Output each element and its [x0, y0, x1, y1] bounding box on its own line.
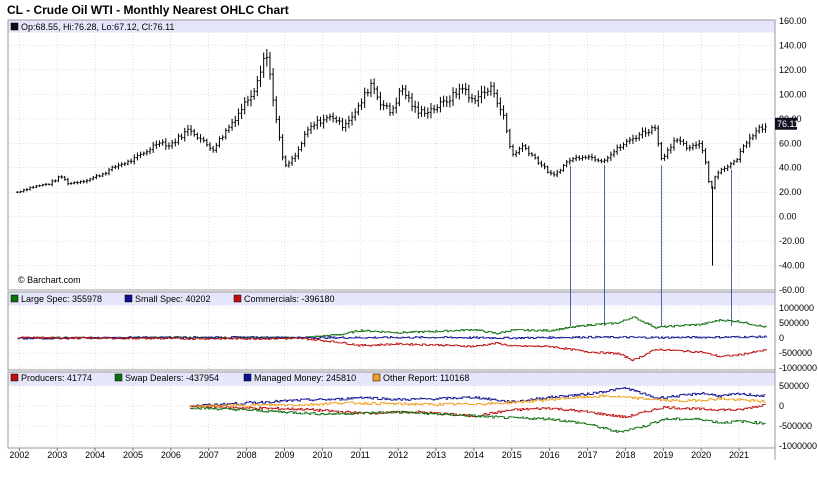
x-tick-label: 2008: [237, 450, 257, 460]
price-y-tick-label: 20.00: [779, 187, 802, 197]
x-tick-label: 2011: [351, 450, 370, 460]
cot1-legend-text: Large Spec: 355978: [21, 294, 102, 304]
cot2-legend-swatch: [10, 373, 19, 382]
chart-title: CL - Crude Oil WTI - Monthly Nearest OHL…: [7, 3, 289, 17]
cot2-series-line: [189, 406, 766, 433]
x-tick-label: 2004: [85, 450, 105, 460]
x-tick-label: 2007: [199, 450, 219, 460]
cot1-y-tick-label: -1000000: [779, 363, 817, 373]
cot2-legend-text: Swap Dealers: -437954: [125, 373, 219, 383]
cot1-series-line: [17, 336, 767, 362]
cot1-legend-swatch: [124, 294, 133, 303]
cot1-y-tick-label: 1000000: [779, 303, 814, 313]
cot1-y-tick-label: 0: [779, 333, 784, 343]
cot1-legend-text: Commercials: -396180: [244, 294, 335, 304]
x-tick-label: 2021: [729, 450, 749, 460]
cot2-legend-swatch: [114, 373, 123, 382]
cot1-legend-text: Small Spec: 40202: [135, 294, 211, 304]
x-tick-label: 2009: [274, 450, 294, 460]
x-tick-label: 2012: [388, 450, 408, 460]
cot2-legend-text: Managed Money: 245810: [254, 373, 356, 383]
x-tick-label: 2010: [312, 450, 332, 460]
price-y-tick-label: -40.00: [779, 261, 805, 271]
cot2-legend-text: Other Report: 110168: [383, 373, 469, 383]
x-tick-label: 2019: [653, 450, 673, 460]
cot1-legend-swatch: [10, 294, 19, 303]
last-price-label: 76.11: [777, 119, 799, 129]
cot1-panel-header: [8, 292, 775, 306]
price-y-tick-label: 160.00: [779, 16, 807, 26]
price-panel-frame: [7, 19, 776, 291]
cot2-legend-swatch: [243, 373, 252, 382]
cot2-y-tick-label: -1000000: [779, 441, 817, 451]
x-tick-label: 2002: [9, 450, 29, 460]
cot2-legend-text: Producers: 41774: [21, 373, 92, 383]
x-tick-label: 2013: [426, 450, 446, 460]
legends: Op:68.55, Hi:76.28, Lo:67.12, Cl:76.11 La…: [10, 22, 469, 383]
price-y-tick-label: 60.00: [779, 138, 802, 148]
cot1-series-line: [17, 316, 767, 340]
price-bars: [16, 49, 767, 326]
cot1-y-tick-label: 500000: [779, 318, 809, 328]
price-y-tick-label: 0.00: [779, 212, 797, 222]
price-y-tick-label: 140.00: [779, 40, 807, 50]
x-tick-label: 2018: [615, 450, 635, 460]
x-tick-label: 2005: [123, 450, 143, 460]
x-tick-label: 2014: [464, 450, 484, 460]
cot2-y-tick-label: 500000: [779, 381, 809, 391]
price-legend-swatch: [10, 22, 19, 31]
watermark: © Barchart.com: [18, 275, 81, 285]
cot2-panel-header: [8, 372, 775, 386]
last-price-badge: [775, 117, 797, 130]
axis-labels: 2002 2003 2004 2005 2006 2007 2008 2009 2010 2011…: [9, 16, 817, 460]
price-legend-text: Op:68.55, Hi:76.28, Lo:67.12, Cl:76.11: [21, 22, 174, 32]
cot1-series-line: [17, 335, 767, 340]
x-tick-label: 2003: [47, 450, 67, 460]
cot2-y-tick-label: 0: [779, 401, 784, 411]
cot-panel-1-lines: [17, 316, 767, 362]
x-tick-label: 2020: [691, 450, 711, 460]
price-y-tick-label: 40.00: [779, 163, 802, 173]
cot1-y-tick-label: -500000: [779, 348, 812, 358]
price-y-tick-label: 100.00: [779, 89, 807, 99]
cot-panel-2-lines: [189, 386, 766, 433]
x-tick-label: 2006: [161, 450, 181, 460]
cot2-series-line: [189, 386, 766, 408]
x-tick-label: 2017: [577, 450, 597, 460]
cot1-legend-swatch: [233, 294, 242, 303]
price-panel-header: [8, 20, 775, 33]
cot2-legend-swatch: [372, 373, 381, 382]
x-tick-label: 2016: [540, 450, 560, 460]
price-y-tick-label: 120.00: [779, 65, 807, 75]
panels: [7, 19, 776, 460]
cot2-series-line: [189, 394, 766, 408]
price-y-tick-label: -20.00: [779, 236, 805, 246]
x-tick-label: 2015: [502, 450, 522, 460]
price-y-tick-label: -60.00: [779, 285, 805, 295]
cot2-y-tick-label: -500000: [779, 421, 812, 431]
